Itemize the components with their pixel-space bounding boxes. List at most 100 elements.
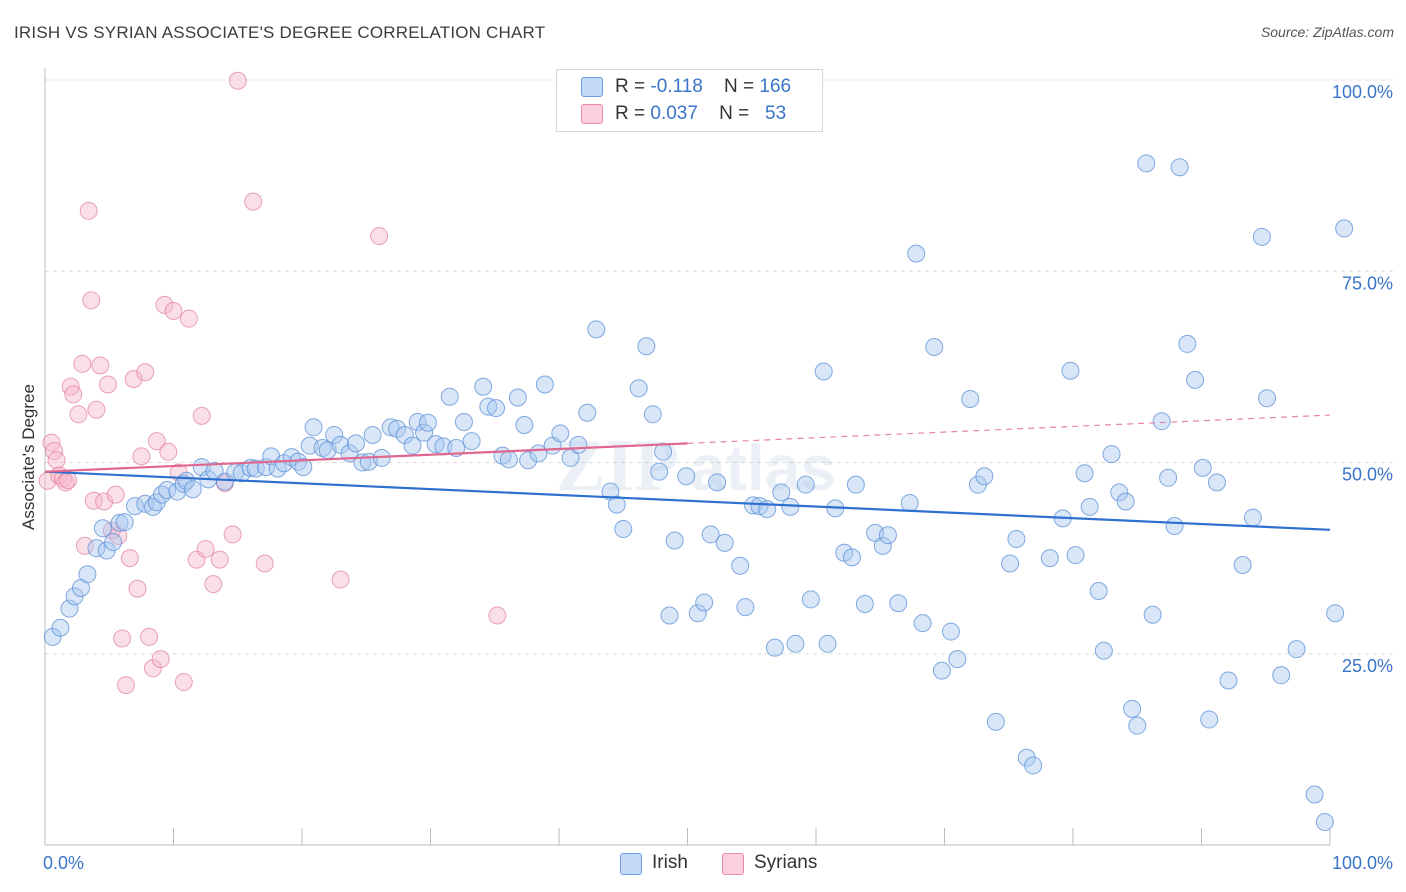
syrians-point — [106, 485, 125, 504]
irish-point — [294, 458, 313, 477]
irish-point — [104, 533, 123, 552]
syrians-point — [113, 629, 132, 648]
irish-point — [1170, 158, 1189, 177]
irish-point — [601, 482, 620, 501]
irish-point — [415, 423, 434, 442]
syrians-point — [95, 492, 114, 511]
irish-point — [363, 425, 382, 444]
irish-point — [1110, 483, 1129, 502]
irish-point — [479, 397, 498, 416]
syrians-point — [136, 363, 155, 382]
irish-point — [1219, 671, 1238, 690]
syrians-point — [120, 549, 139, 568]
y-tick-label: 75.0% — [1342, 273, 1393, 293]
irish-point — [801, 590, 820, 609]
n-label: N = — [723, 76, 755, 97]
irish-point — [637, 337, 656, 356]
syrians-point — [210, 550, 229, 569]
irish-point — [701, 525, 720, 544]
irish-point — [1315, 813, 1334, 832]
irish-point — [818, 634, 837, 653]
syrians-point — [132, 447, 151, 466]
syrians-point — [228, 71, 247, 90]
irish-point — [381, 418, 400, 437]
irish-point — [772, 483, 791, 502]
irish-point — [78, 565, 97, 584]
irish-point — [578, 403, 597, 422]
x-tick-label-min: 0.0% — [43, 853, 84, 873]
y-tick-label: 50.0% — [1342, 465, 1393, 485]
irish-point — [961, 390, 980, 409]
irish-point — [941, 622, 960, 641]
r-value: -0.118 — [650, 76, 703, 97]
series-legend: Irish Syrians — [0, 851, 1406, 879]
source-label: Source: ZipAtlas.com — [1260, 24, 1394, 40]
irish-point — [814, 362, 833, 381]
irish-point — [1128, 716, 1147, 735]
r-label: R = — [615, 76, 646, 97]
irish-point — [519, 451, 538, 470]
irish-point — [614, 520, 633, 539]
syrians-swatch — [581, 104, 603, 124]
irish-point — [51, 618, 70, 637]
syrians-point — [69, 405, 88, 424]
irish-point — [447, 438, 466, 457]
irish-point — [93, 519, 112, 538]
n-value: 53 — [765, 103, 787, 124]
r-label: R = — [615, 103, 646, 124]
legend-label-syrians: Syrians — [754, 852, 818, 873]
irish-point — [183, 480, 202, 499]
syrians-point — [84, 491, 103, 510]
syrians-point — [59, 471, 78, 490]
syrians-trend-extension — [687, 414, 1331, 444]
irish-point — [1200, 710, 1219, 729]
irish-point — [786, 634, 805, 653]
irish-point — [781, 497, 800, 516]
syrians-point — [255, 554, 274, 573]
irish-point — [1178, 334, 1197, 353]
irish-point — [932, 661, 951, 680]
irish-point — [907, 244, 926, 263]
syrians-point — [140, 627, 159, 646]
irish-point — [215, 472, 234, 491]
irish-point — [1335, 219, 1354, 238]
irish-point — [569, 435, 588, 454]
irish-point — [1094, 641, 1113, 660]
irish-point — [1089, 582, 1108, 601]
correlation-legend: R = -0.118 N = 166 R = 0.037 N = 53 — [556, 69, 823, 132]
irish-point — [487, 399, 506, 418]
syrians-point — [159, 442, 178, 461]
irish-point — [736, 598, 755, 617]
syrians-point — [174, 673, 193, 692]
syrians-series — [38, 71, 507, 695]
syrians-point — [73, 354, 92, 373]
syrians-point — [196, 539, 215, 558]
watermark-zip-text: ZIP — [556, 425, 679, 507]
syrians-point — [155, 295, 174, 314]
irish-point — [1305, 785, 1324, 804]
irish-point — [1075, 464, 1094, 483]
irish-point — [900, 494, 919, 513]
syrians-point — [179, 309, 198, 328]
irish-point — [986, 712, 1005, 731]
syrians-point — [147, 432, 166, 451]
irish-point — [474, 377, 493, 396]
irish-point — [1024, 756, 1043, 775]
irish-point — [1143, 605, 1162, 624]
syrians-point — [82, 291, 101, 310]
irish-point — [654, 442, 673, 461]
irish-point — [1123, 699, 1142, 718]
syrians-trend-line — [44, 442, 688, 473]
irish-point — [1258, 389, 1277, 408]
syrians-point — [87, 400, 106, 419]
irish-point — [1193, 458, 1212, 477]
syrians-point — [116, 676, 135, 695]
syrians-point — [91, 356, 110, 375]
n-value: 166 — [759, 76, 792, 97]
irish-point — [1137, 154, 1156, 173]
y-axis-title: Associate's Degree — [19, 384, 38, 530]
irish-point — [1066, 546, 1085, 565]
syrians-swatch — [722, 853, 744, 875]
irish-point — [515, 416, 534, 435]
irish-point — [660, 606, 679, 625]
